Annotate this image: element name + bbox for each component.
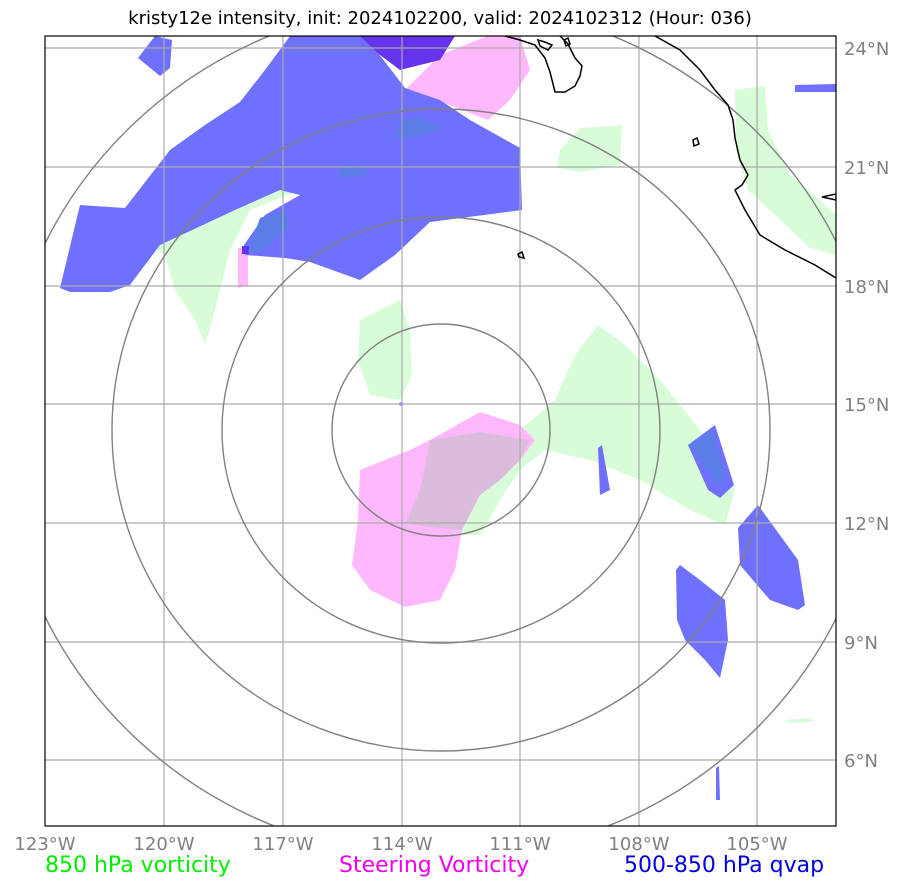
overlap-field: [405, 432, 530, 530]
lon-label: 105°W: [726, 834, 787, 855]
lat-label: 6°N: [844, 751, 878, 772]
lat-label: 21°N: [844, 158, 889, 179]
qvap-field: [60, 36, 836, 800]
lon-label: 108°W: [608, 834, 669, 855]
lon-label: 114°W: [371, 834, 432, 855]
coastline: [504, 36, 836, 279]
qvap-over-green: [248, 118, 726, 486]
map-title: kristy12e intensity, init: 2024102200, v…: [128, 8, 752, 29]
storm-center-marker: [399, 402, 403, 406]
lat-label: 18°N: [844, 277, 889, 298]
range-rings: [45, 36, 836, 826]
lat-label: 9°N: [844, 633, 878, 654]
plot-border: [44, 35, 837, 827]
legend-vorticity-850: 850 hPa vorticity: [45, 853, 231, 878]
legend-qvap: 500-850 hPa qvap: [624, 853, 825, 878]
lon-label: 120°W: [133, 834, 194, 855]
lon-label: 111°W: [489, 834, 550, 855]
legend-steering-vorticity: Steering Vorticity: [339, 853, 530, 878]
lat-label: 15°N: [844, 395, 889, 416]
graticule: [45, 36, 836, 826]
lon-label: 123°W: [14, 834, 75, 855]
lat-label: 12°N: [844, 514, 889, 535]
qvap-overlap-field: [242, 36, 455, 254]
lat-label: 24°N: [844, 39, 889, 60]
lon-label: 117°W: [252, 834, 313, 855]
